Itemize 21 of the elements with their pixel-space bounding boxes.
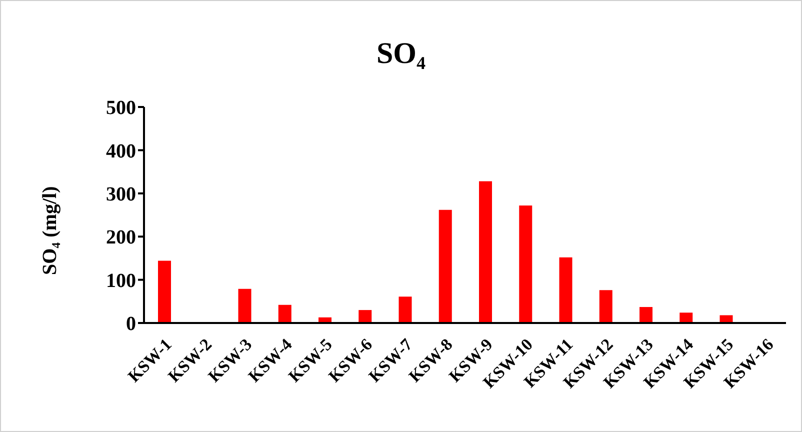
chart-title: SO₄: [375, 37, 426, 71]
bar: [438, 210, 452, 323]
bar: [599, 290, 612, 323]
bar: [640, 307, 652, 323]
bar: [680, 312, 693, 323]
bar: [238, 288, 252, 323]
y-tick-label: 200: [106, 226, 136, 249]
y-tick-label: 400: [106, 140, 136, 162]
bar: [559, 257, 572, 323]
bar: [479, 181, 492, 323]
y-tick-label: 500: [106, 97, 136, 120]
bar: [519, 205, 532, 323]
y-tick-label: 300: [106, 184, 136, 206]
bar: [158, 260, 171, 323]
bar: [398, 296, 412, 323]
y-tick-label: 100: [106, 270, 136, 292]
bar: [278, 304, 292, 323]
bar: [720, 315, 733, 323]
y-tick-label: 0: [126, 313, 136, 336]
y-axis-title: SO₄ (mg/l): [39, 186, 62, 275]
bar: [358, 310, 372, 323]
